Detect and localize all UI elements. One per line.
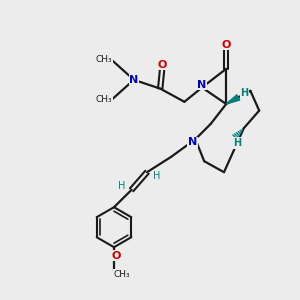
Text: CH₃: CH₃ — [95, 56, 112, 64]
Text: H: H — [118, 181, 125, 191]
Polygon shape — [226, 95, 240, 104]
Text: O: O — [158, 60, 167, 70]
Text: H: H — [233, 138, 241, 148]
Text: N: N — [188, 137, 197, 147]
Text: N: N — [129, 75, 138, 85]
Text: CH₃: CH₃ — [95, 95, 112, 104]
Text: O: O — [221, 40, 231, 50]
Text: H: H — [240, 88, 248, 98]
Text: N: N — [197, 80, 207, 89]
Text: H: H — [153, 171, 161, 181]
Text: CH₃: CH₃ — [114, 270, 130, 279]
Text: O: O — [111, 250, 121, 261]
